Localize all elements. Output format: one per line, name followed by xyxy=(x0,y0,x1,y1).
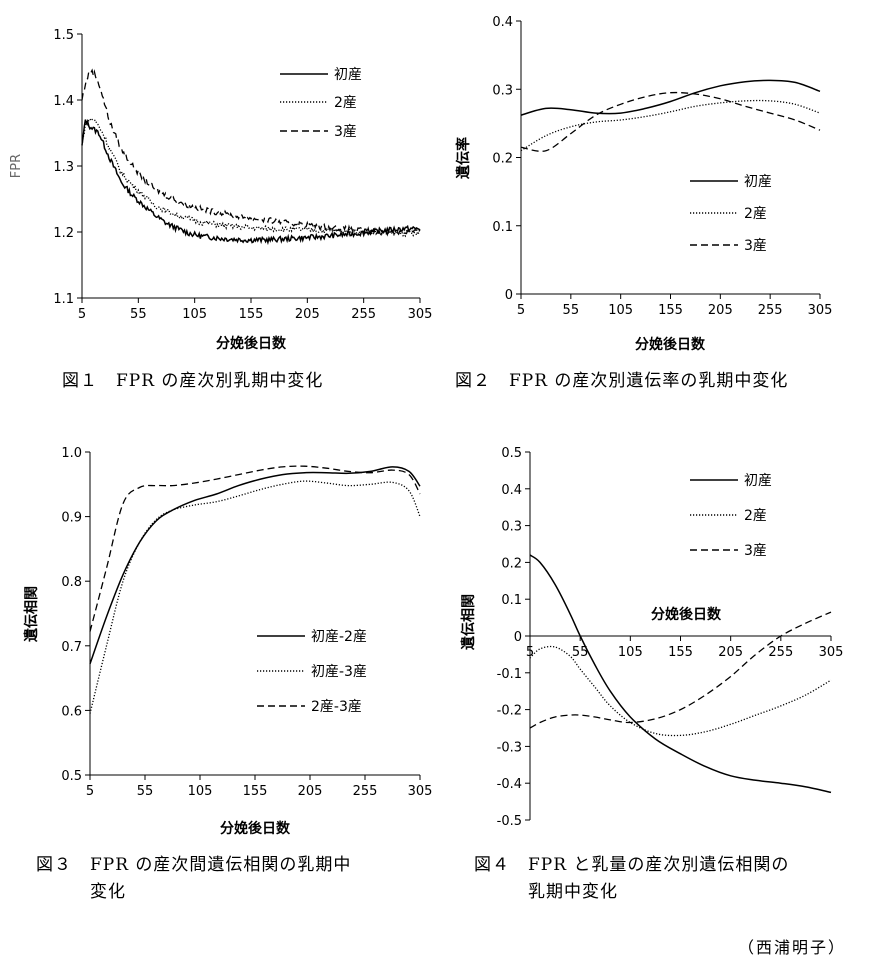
y-tick-label: -0.1 xyxy=(497,667,522,682)
y-tick-label: 0.4 xyxy=(492,15,513,30)
x-tick-label: 55 xyxy=(137,784,154,799)
legend-label-1: 初産-2産 xyxy=(311,628,367,645)
y-tick-label: 0.1 xyxy=(501,593,522,608)
x-tick-label: 255 xyxy=(351,307,376,322)
y-tick-label: 0.8 xyxy=(61,575,82,590)
y-tick-label: 0.6 xyxy=(61,704,82,719)
x-axis-title: 分娩後日数 xyxy=(216,335,287,352)
y-tick-label: -0.4 xyxy=(497,777,522,792)
chart-1: 1.11.21.31.41.55 55 105 155 205 255 305分娩後日数FP… xyxy=(9,28,432,352)
y-tick-label: 0.3 xyxy=(492,83,513,98)
x-tick-label: 105 xyxy=(608,303,633,318)
series-line-2 xyxy=(89,480,421,714)
legend-label-2: 2産 xyxy=(334,95,357,111)
series-line-3 xyxy=(520,91,821,152)
y-tick-label: 1.2 xyxy=(53,226,74,241)
caption-fig3: 図３ FPR の産次間遺伝相関の乳期中 変化 xyxy=(36,855,352,902)
legend-label-3: 3産 xyxy=(744,543,767,559)
series-line-1 xyxy=(81,118,421,246)
series-line-2 xyxy=(520,99,821,152)
y-tick-label: 0.3 xyxy=(501,520,522,535)
y-tick-label: 0.1 xyxy=(492,220,513,235)
legend-label-3: 3産 xyxy=(334,124,357,140)
x-tick-label: 155 xyxy=(668,645,693,660)
legend-label-3: 3産 xyxy=(744,238,767,254)
x-tick-label: 105 xyxy=(182,307,207,322)
x-tick-label: 255 xyxy=(758,303,783,318)
caption-fig2: 図２ FPR の産次別遺伝率の乳期中変化 xyxy=(455,371,789,391)
y-tick-label: 1.5 xyxy=(53,28,74,43)
x-tick-label: 5 xyxy=(517,303,525,318)
y-axis-title: 遺伝相関 xyxy=(460,594,477,650)
y-tick-label: 1.3 xyxy=(53,160,74,175)
series-line-1 xyxy=(520,79,821,116)
chart-3: 0.50.60.70.80.91.05 55 105 155 205 255 305分娩後日… xyxy=(23,446,432,837)
x-tick-label: 255 xyxy=(768,645,793,660)
x-tick-label: 5 xyxy=(86,784,94,799)
x-tick-label: 305 xyxy=(408,784,433,799)
y-tick-label: -0.5 xyxy=(497,814,522,829)
x-tick-label: 155 xyxy=(243,784,268,799)
x-tick-label: 55 xyxy=(572,645,589,660)
y-tick-label: 0.5 xyxy=(61,769,82,784)
y-tick-label: -0.2 xyxy=(497,704,522,719)
series-line-1 xyxy=(89,466,421,665)
x-tick-label: 205 xyxy=(708,303,733,318)
y-tick-label: 0.2 xyxy=(501,556,522,571)
series-line-3 xyxy=(529,611,832,729)
x-axis-title: 分娩後日数 xyxy=(635,336,706,353)
y-axis-title: FPR xyxy=(9,154,24,178)
y-tick-label: 1.0 xyxy=(61,446,82,461)
chart-2: 00.10.20.30.45 55 105 155 205 255 305分娩後日数遺伝率初… xyxy=(455,15,832,353)
y-axis-title: 遺伝率 xyxy=(455,137,472,179)
x-tick-label: 155 xyxy=(239,307,264,322)
x-tick-label: 105 xyxy=(188,784,213,799)
x-tick-label: 55 xyxy=(130,307,147,322)
x-tick-label: 305 xyxy=(819,645,844,660)
legend-label-1: 初産 xyxy=(744,472,772,489)
y-tick-label: 0.2 xyxy=(492,152,513,167)
y-tick-label: -0.3 xyxy=(497,740,522,755)
x-tick-label: 205 xyxy=(295,307,320,322)
x-tick-label: 55 xyxy=(563,303,580,318)
x-tick-label: 205 xyxy=(298,784,323,799)
x-tick-label: 105 xyxy=(618,645,643,660)
legend-label-2: 2産 xyxy=(744,508,767,524)
x-tick-label: 205 xyxy=(718,645,743,660)
series-line-1 xyxy=(529,554,832,794)
y-tick-label: 0.4 xyxy=(501,483,522,498)
legend-label-1: 初産 xyxy=(744,173,772,190)
y-tick-label: 1.1 xyxy=(53,292,74,307)
x-axis-title: 分娩後日数 xyxy=(220,820,291,837)
legend-label-2: 2産 xyxy=(744,206,767,222)
legend-label-2: 初産-3産 xyxy=(311,663,367,680)
y-tick-label: 0.7 xyxy=(61,640,82,655)
y-tick-label: 1.4 xyxy=(53,94,74,109)
series-line-3 xyxy=(81,68,421,237)
x-tick-label: 5 xyxy=(78,307,86,322)
y-tick-label: 0.9 xyxy=(61,511,82,526)
legend-label-3: 2産-3産 xyxy=(311,699,362,715)
y-tick-label: 0 xyxy=(514,630,522,645)
x-tick-label: 5 xyxy=(526,645,534,660)
legend-label-1: 初産 xyxy=(334,66,362,83)
x-tick-label: 305 xyxy=(808,303,833,318)
caption-fig4: 図４ FPR と乳量の産次別遺伝相関の 乳期中変化 xyxy=(474,855,790,902)
author-credit: （西浦明子） xyxy=(738,938,847,957)
series-line-3 xyxy=(89,465,421,632)
chart-4: -0.5-0.4-0.3-0.2-0.100.10.20.30.40.55 55 1… xyxy=(460,446,843,829)
series-line-2 xyxy=(529,645,832,737)
x-tick-label: 305 xyxy=(408,307,433,322)
x-tick-label: 155 xyxy=(658,303,683,318)
y-axis-title: 遺伝相関 xyxy=(23,586,40,642)
series-line-2 xyxy=(81,117,421,238)
y-tick-label: 0 xyxy=(505,288,513,303)
x-axis-title: 分娩後日数 xyxy=(651,606,722,623)
y-tick-label: 0.5 xyxy=(501,446,522,461)
x-tick-label: 255 xyxy=(353,784,378,799)
caption-fig1: 図１ FPR の産次別乳期中変化 xyxy=(62,371,324,391)
